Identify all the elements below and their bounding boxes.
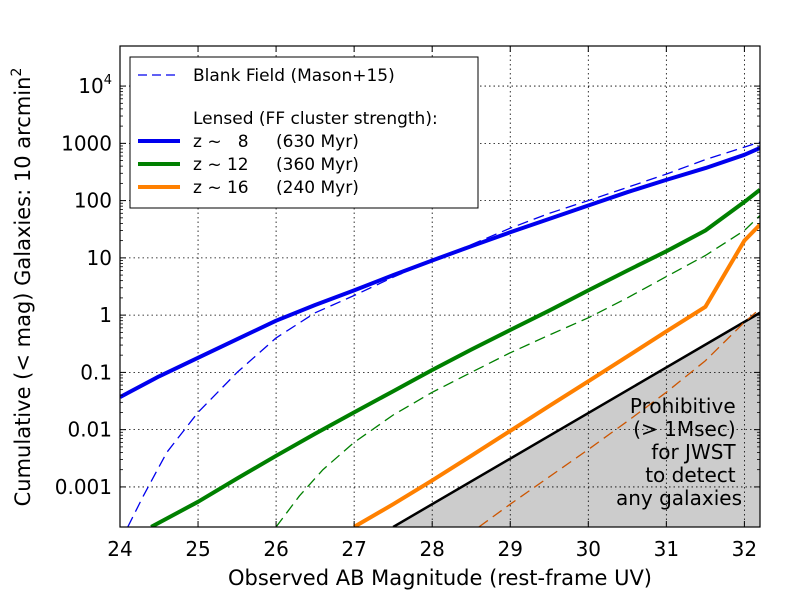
prohibitive-label: Prohibitive (> 1Msec) for JWST to detect… xyxy=(616,394,742,510)
legend-z16-age: (240 Myr) xyxy=(276,178,359,198)
series-line-z16_lensed xyxy=(353,223,760,527)
y-axis-label: Cumulative (< mag) Galaxies: 10 arcmin2 xyxy=(9,68,35,507)
legend-z8-label: z ~ 8 xyxy=(193,132,249,152)
x-tick-label: 26 xyxy=(263,537,288,561)
ticks: 24 25 26 27 28 29 30 31 32 0.001 0.01 0.1 1 10 100 1000… xyxy=(55,46,760,561)
y-tick-label: 10 xyxy=(87,246,112,270)
prohibitive-line-3: for JWST xyxy=(651,440,736,464)
x-tick-label: 29 xyxy=(498,537,523,561)
series-line-z8_lensed xyxy=(120,146,760,399)
series-line-z12_blank xyxy=(275,215,760,527)
series-group xyxy=(120,141,760,527)
y-tick-label: 0.1 xyxy=(80,360,112,384)
prohibitive-line-2: (> 1Msec) xyxy=(633,417,735,441)
series-line-z16_blank xyxy=(478,308,760,527)
legend: Blank Field (Mason+15) Lensed (FF cluste… xyxy=(129,56,479,209)
y-axis-label-main: Cumulative (< mag) Galaxies: 10 arcmin xyxy=(11,77,35,507)
y-tick-label: 1000 xyxy=(61,131,112,155)
legend-z8-age: (630 Myr) xyxy=(276,132,359,152)
x-tick-label: 27 xyxy=(341,537,366,561)
x-tick-label: 30 xyxy=(576,537,601,561)
x-tick-label: 25 xyxy=(185,537,210,561)
legend-blank-label: Blank Field (Mason+15) xyxy=(193,66,395,86)
y-tick-label: 104 xyxy=(78,73,112,98)
x-tick-label: 28 xyxy=(419,537,444,561)
x-axis-label: Observed AB Magnitude (rest-frame UV) xyxy=(228,566,652,590)
series-line-z8_blank xyxy=(127,141,760,527)
x-tick-label: 32 xyxy=(732,537,757,561)
legend-z12-label: z ~ 12 xyxy=(193,155,249,175)
y-tick-label: 100 xyxy=(74,189,112,213)
plot-frame xyxy=(119,45,761,528)
prohibitive-line-4: to detect xyxy=(645,463,736,487)
series-line-z12_lensed xyxy=(150,188,760,527)
legend-z12-age: (360 Myr) xyxy=(276,155,359,175)
y-axis-label-sup: 2 xyxy=(9,68,25,77)
x-tick-label: 31 xyxy=(654,537,679,561)
y-tick-label: 0.001 xyxy=(55,475,112,499)
legend-box xyxy=(129,56,479,209)
prohibitive-line-5: any galaxies xyxy=(616,486,742,510)
legend-z16-label: z ~ 16 xyxy=(193,178,249,198)
prohibitive-line-1: Prohibitive xyxy=(630,394,736,418)
y-tick-label: 0.01 xyxy=(67,418,112,442)
legend-lensed-header: Lensed (FF cluster strength): xyxy=(193,109,438,129)
y-tick-label: 1 xyxy=(99,303,112,327)
prohibitive-boundary-line xyxy=(392,311,760,527)
x-tick-label: 24 xyxy=(107,537,132,561)
